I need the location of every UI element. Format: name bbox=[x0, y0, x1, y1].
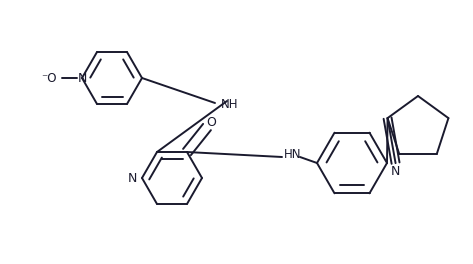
Text: N: N bbox=[77, 72, 87, 84]
Text: ⁻O: ⁻O bbox=[41, 72, 57, 84]
Text: NH: NH bbox=[221, 97, 238, 111]
Text: N: N bbox=[128, 172, 137, 185]
Text: N: N bbox=[391, 165, 400, 178]
Text: HN: HN bbox=[284, 148, 301, 162]
Text: O: O bbox=[206, 116, 216, 129]
